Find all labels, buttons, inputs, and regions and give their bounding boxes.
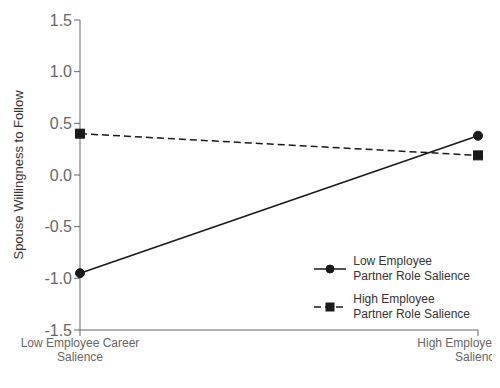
svg-text:Spouse Willingness to Follow: Spouse Willingness to Follow [11, 90, 26, 260]
html-text:Low Employee: Low Employee [353, 254, 432, 268]
svg-text:High Employee CareerSalience: High Employee CareerSalience [417, 336, 492, 364]
html-text:Partner Role Salience: Partner Role Salience [353, 269, 470, 283]
svg-text:-1.5: -1.5 [44, 322, 72, 339]
svg-text:1.5: 1.5 [50, 12, 72, 29]
svg-text:0.5: 0.5 [50, 115, 72, 132]
svg-text:1.0: 1.0 [50, 63, 72, 80]
svg-text:-1.0: -1.0 [44, 270, 72, 287]
svg-text:-0.5: -0.5 [44, 218, 72, 235]
svg-text:0.0: 0.0 [50, 167, 72, 184]
html-text:Partner Role Salience: Partner Role Salience [353, 307, 470, 321]
html-text:High Employee: High Employee [353, 292, 435, 306]
svg-text:Low Employee CareerSalience: Low Employee CareerSalience [21, 336, 140, 364]
